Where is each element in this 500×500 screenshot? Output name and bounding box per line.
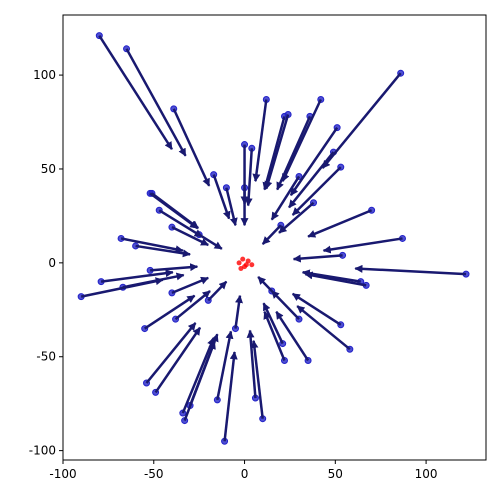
arrow — [234, 294, 243, 329]
arrow — [174, 290, 211, 321]
arrow — [122, 272, 185, 289]
arrow — [223, 351, 238, 442]
y-tick-label: 100 — [33, 68, 56, 82]
arrow — [275, 310, 310, 362]
x-tick-label: -100 — [49, 467, 76, 481]
center-point — [240, 256, 246, 262]
arrow — [301, 269, 361, 283]
y-tick-label: 50 — [41, 162, 56, 176]
arrow — [322, 237, 403, 254]
y-tick-label: -50 — [36, 350, 56, 364]
y-tick-label: 0 — [48, 256, 56, 270]
arrow — [264, 114, 290, 190]
arrow — [262, 302, 284, 345]
arrow — [198, 233, 223, 250]
arrow — [158, 209, 203, 238]
y-tick-label: -100 — [29, 444, 56, 458]
center-point — [249, 262, 255, 268]
center-point — [238, 265, 244, 271]
arrow — [263, 310, 286, 361]
arrow — [135, 244, 191, 258]
arrow — [98, 34, 173, 150]
x-tick-label: 0 — [241, 467, 249, 481]
arrow — [144, 294, 196, 330]
arrow — [172, 108, 211, 187]
arrow — [289, 126, 339, 196]
arrow — [171, 226, 209, 247]
x-tick-label: -50 — [144, 467, 164, 481]
arrow — [145, 322, 197, 384]
center-point — [245, 258, 251, 264]
arrow — [244, 148, 254, 207]
arrow — [288, 151, 335, 209]
arrow — [225, 187, 238, 227]
arrow — [257, 276, 273, 292]
arrow — [270, 175, 301, 221]
arrow — [291, 292, 342, 326]
arrow — [181, 337, 215, 414]
arrow — [262, 116, 286, 191]
arrow — [291, 166, 342, 216]
arrow — [125, 48, 187, 157]
arrow — [278, 201, 315, 234]
arrow — [188, 333, 219, 406]
arrow — [171, 276, 209, 295]
arrow — [252, 99, 268, 182]
arrow — [304, 271, 367, 287]
arrow — [207, 280, 228, 302]
arrow — [292, 254, 343, 263]
x-tick-label: 100 — [415, 467, 438, 481]
arrow — [296, 305, 351, 351]
arrow — [246, 329, 257, 399]
arrow — [354, 264, 467, 276]
x-tick-label: 50 — [328, 467, 343, 481]
center-point — [236, 260, 242, 266]
arrow — [100, 269, 174, 283]
arrow — [307, 209, 373, 238]
arrow — [212, 174, 231, 220]
arrow — [321, 72, 402, 169]
arrow — [270, 290, 300, 321]
plot-frame — [62, 14, 487, 461]
center-point — [243, 262, 249, 268]
arrow — [154, 326, 202, 394]
arrow — [120, 237, 184, 254]
arrow — [281, 98, 322, 182]
arrow — [150, 263, 199, 272]
arrow — [276, 115, 312, 191]
arrow — [149, 192, 199, 230]
arrow — [250, 339, 264, 419]
arrow — [261, 224, 282, 245]
arrow — [216, 330, 234, 401]
